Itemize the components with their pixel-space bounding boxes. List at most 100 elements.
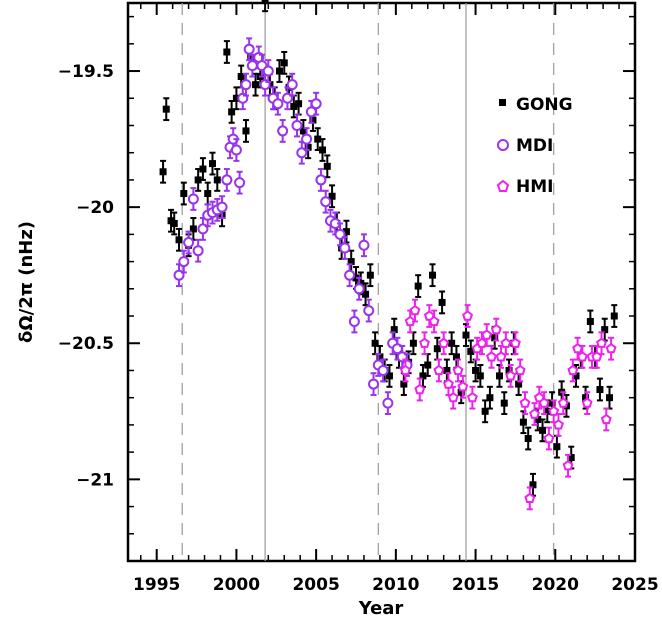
hmi-marker [553, 419, 564, 430]
gong-marker [328, 192, 336, 200]
hmi-marker [466, 391, 478, 403]
mdi-marker [301, 133, 313, 145]
plot-frame [126, 1, 637, 563]
hmi-point [438, 331, 450, 356]
mdi-marker [368, 378, 380, 390]
gong-marker [357, 279, 365, 287]
gong-marker [438, 298, 446, 306]
hmi-marker [543, 432, 555, 444]
gong-marker [409, 339, 417, 347]
x-tick-label: 2010 [372, 575, 419, 595]
gong-marker [280, 59, 288, 67]
gong-marker [472, 366, 480, 374]
hmi-point [596, 331, 607, 356]
gong-marker [194, 176, 202, 184]
hmi-marker [596, 337, 607, 348]
mdi-point [363, 298, 375, 323]
gong-point [223, 40, 231, 64]
hmi-marker [500, 337, 512, 348]
hmi-marker [462, 310, 474, 321]
gong-marker [400, 380, 408, 388]
hmi-point [519, 391, 531, 416]
mdi-point [243, 37, 255, 62]
y-tick-label: −21 [76, 470, 114, 490]
gong-point [481, 399, 489, 424]
mdi-point [221, 168, 233, 192]
gong-marker [601, 326, 609, 334]
gong-point [539, 418, 547, 443]
hmi-marker [433, 364, 445, 376]
gong-marker [252, 81, 260, 89]
x-tick-label: 2020 [532, 575, 579, 595]
gong-marker [443, 366, 451, 374]
gong-point [605, 385, 613, 410]
hmi-marker [567, 364, 579, 376]
gong-marker [491, 334, 499, 342]
gong-marker [543, 407, 551, 415]
gong-marker [390, 326, 398, 334]
hmi-point [452, 358, 464, 383]
hmi-point [605, 336, 617, 361]
legend-hmi-label: HMI [516, 177, 553, 197]
hmi-marker [399, 364, 411, 376]
mdi-point [262, 59, 274, 83]
hmi-point [428, 309, 440, 334]
gong-marker [524, 435, 532, 443]
hmi-marker [548, 405, 560, 416]
gong-marker [429, 271, 437, 279]
hmi-marker [447, 391, 459, 403]
gong-marker [223, 48, 231, 56]
mdi-marker [272, 98, 284, 110]
gong-marker [314, 135, 322, 143]
gong-marker [529, 481, 537, 489]
legend-gong-label: GONG [516, 95, 573, 115]
mdi-point [246, 53, 258, 78]
axis-ticks: 1995 2000 2005 2010 2015 2020 2025 −19.5 −20 −20.… [58, 3, 659, 595]
gong-point [414, 274, 422, 298]
gong-marker [433, 345, 441, 353]
hmi-point [553, 413, 564, 437]
mdi-point [353, 276, 365, 301]
gong-marker [582, 394, 590, 402]
mdi-point [183, 230, 195, 255]
hmi-marker [409, 304, 421, 316]
hmi-marker [443, 378, 454, 389]
gong-point [366, 263, 374, 288]
hmi-marker [452, 364, 464, 376]
gong-marker [419, 372, 427, 380]
x-tick-label: 2025 [611, 575, 658, 595]
gong-marker [462, 331, 470, 339]
hmi-point [447, 385, 459, 410]
hmi-point [476, 331, 488, 356]
mdi-point [310, 91, 322, 116]
gong-point [319, 138, 327, 162]
gong-marker [180, 190, 188, 198]
hmi-point [576, 344, 588, 369]
mdi-marker [291, 119, 303, 131]
gong-marker [319, 146, 327, 154]
hmi-point [419, 331, 430, 356]
gong-marker [596, 386, 604, 394]
hmi-marker [490, 323, 502, 335]
mdi-marker [348, 315, 360, 327]
gong-marker [448, 339, 456, 347]
x-tick-label: 2015 [452, 575, 499, 595]
mdi-point [358, 233, 370, 258]
legend-hmi-marker [496, 179, 510, 192]
gong-marker [366, 271, 374, 279]
mdi-point [377, 358, 389, 383]
mdi-marker [187, 193, 199, 205]
gong-marker [175, 236, 183, 244]
gong-marker [204, 190, 212, 198]
mdi-marker [183, 237, 195, 249]
hmi-marker [428, 315, 440, 327]
hmi-point [543, 426, 555, 451]
gong-point [553, 434, 561, 459]
gong-marker [209, 160, 216, 168]
hmi-point [466, 385, 478, 410]
gong-point [209, 151, 216, 176]
gong-marker [572, 372, 580, 380]
x-tick-label: 2005 [292, 575, 339, 595]
gong-marker [385, 372, 393, 380]
